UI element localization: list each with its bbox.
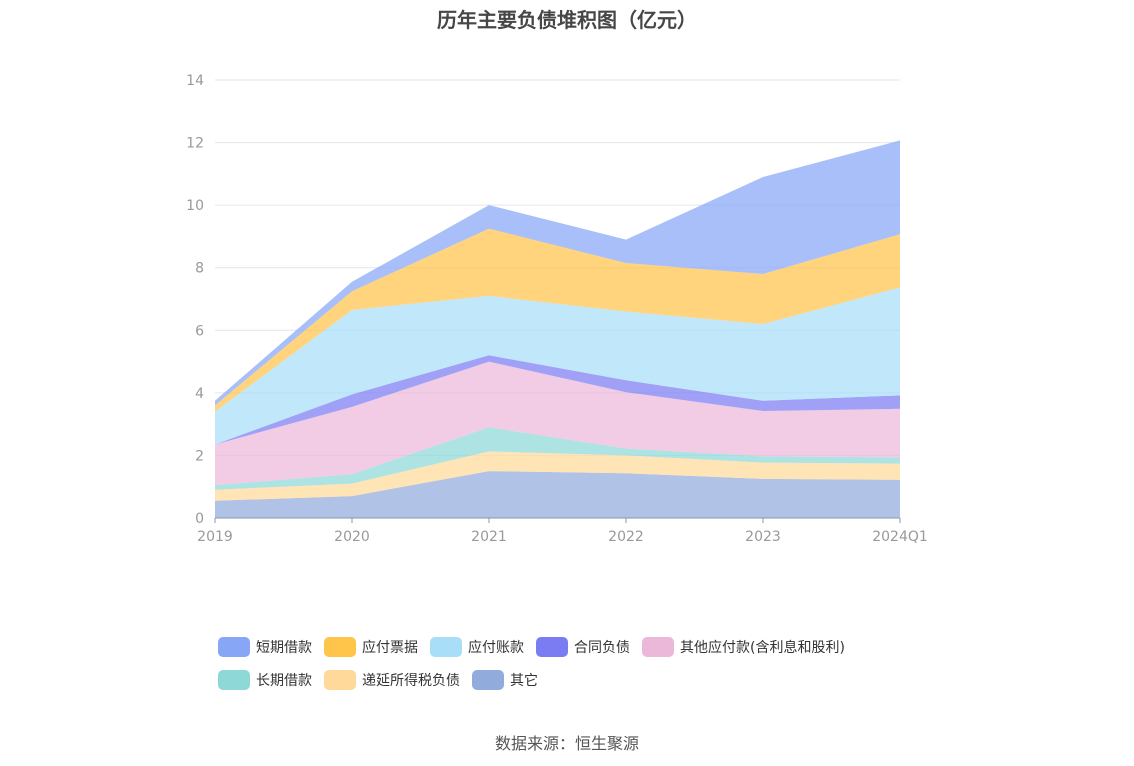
legend-item[interactable]: 递延所得税负债 — [324, 669, 460, 690]
legend: 短期借款 应付票据 应付账款 合同负债 其他应付款(含利息和股利) 长期借款 递延所得税负… — [218, 630, 978, 696]
legend-swatch — [218, 636, 250, 657]
legend-swatch — [472, 669, 504, 690]
y-tick-label: 14 — [186, 73, 204, 89]
x-tick-label: 2023 — [745, 529, 781, 545]
legend-swatch — [536, 636, 568, 657]
legend-item[interactable]: 长期借款 — [218, 669, 312, 690]
legend-swatch — [642, 636, 674, 657]
legend-item[interactable]: 应付账款 — [430, 636, 524, 657]
legend-item[interactable]: 短期借款 — [218, 636, 312, 657]
x-tick-label: 2020 — [334, 529, 370, 545]
y-tick-label: 4 — [195, 386, 204, 402]
area-series — [215, 451, 900, 501]
legend-swatch — [324, 636, 356, 657]
area-series — [215, 287, 900, 445]
legend-label: 其他应付款(含利息和股利) — [680, 639, 845, 656]
x-tick-label: 2021 — [471, 529, 507, 545]
y-tick-label: 10 — [186, 198, 204, 214]
x-tick-label: 2024Q1 — [872, 529, 928, 545]
legend-swatch — [430, 636, 462, 657]
legend-label: 递延所得税负债 — [362, 672, 460, 689]
stacked-area-chart: 0 2 4 6 8 10 12 14 2019 2020 2021 2022 2023 2024Q1 — [186, 73, 928, 545]
y-tick-label: 0 — [195, 511, 204, 527]
area-series — [215, 471, 900, 518]
legend-label: 其它 — [510, 672, 538, 689]
y-tick-label: 6 — [195, 323, 204, 339]
legend-label: 应付票据 — [362, 639, 418, 656]
legend-swatch — [324, 669, 356, 690]
area-series-layer — [215, 140, 900, 518]
area-series — [215, 228, 900, 412]
axes: 0 2 4 6 8 10 12 14 2019 2020 2021 2022 2023 2024Q1 — [186, 73, 928, 545]
area-series — [215, 361, 900, 486]
legend-row-1: 短期借款 应付票据 应付账款 合同负债 其他应付款(含利息和股利) — [218, 630, 978, 663]
legend-row-2: 长期借款 递延所得税负债 其它 — [218, 663, 978, 696]
legend-item[interactable]: 合同负债 — [536, 636, 630, 657]
legend-item[interactable]: 其它 — [472, 669, 538, 690]
legend-item[interactable]: 其他应付款(含利息和股利) — [642, 636, 845, 657]
legend-swatch — [218, 669, 250, 690]
area-series — [215, 355, 900, 445]
y-tick-label: 8 — [195, 261, 204, 277]
area-series — [215, 140, 900, 406]
y-tick-label: 12 — [186, 136, 204, 152]
legend-label: 长期借款 — [256, 672, 312, 689]
x-tick-label: 2022 — [608, 529, 644, 545]
legend-item[interactable]: 应付票据 — [324, 636, 418, 657]
legend-label: 合同负债 — [574, 639, 630, 656]
data-source: 数据来源：恒生聚源 — [494, 734, 639, 753]
y-tick-label: 2 — [195, 448, 204, 464]
chart-title: 历年主要负债堆积图（亿元） — [437, 8, 697, 32]
legend-label: 应付账款 — [468, 639, 524, 656]
area-series — [215, 427, 900, 490]
legend-label: 短期借款 — [256, 639, 312, 656]
x-tick-label: 2019 — [197, 529, 233, 545]
